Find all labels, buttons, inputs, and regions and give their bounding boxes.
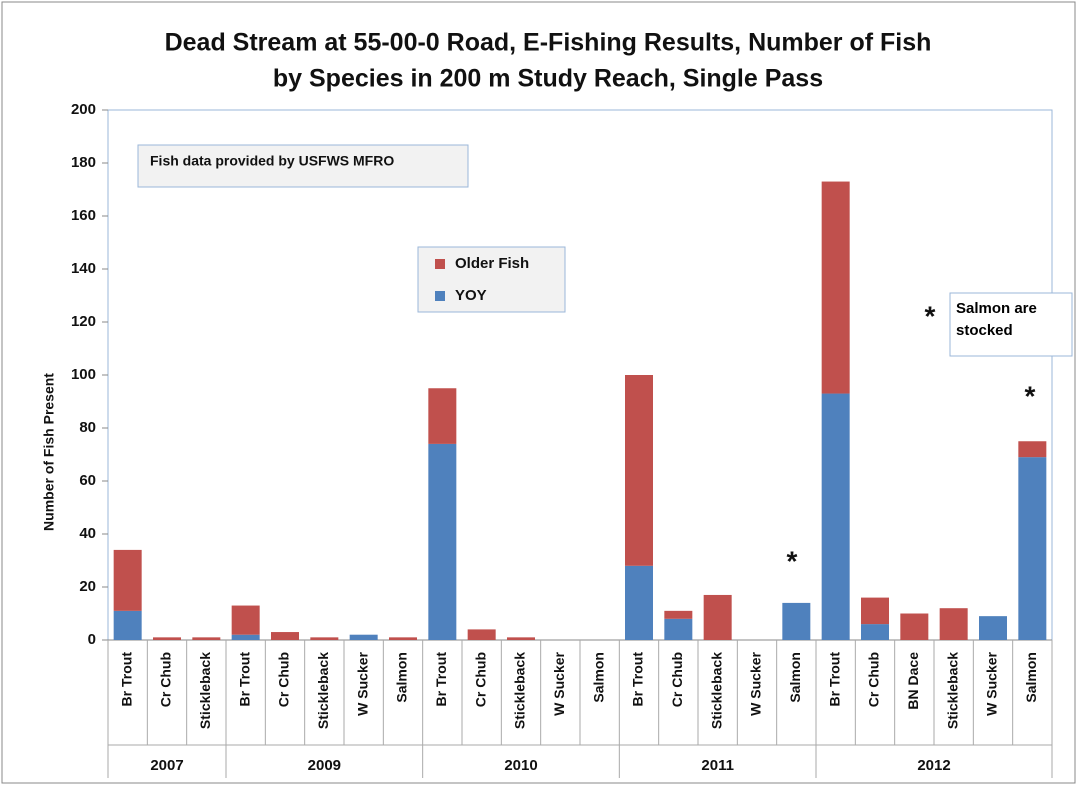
bar-segment: [153, 637, 181, 640]
bar-segment: [821, 181, 850, 394]
bar-segment: [349, 634, 378, 640]
bar-segment: [192, 637, 221, 640]
bar-segment: [861, 624, 889, 640]
x-tick-label: Br Trout: [826, 652, 842, 707]
bar-segment: [821, 393, 850, 640]
bar-segment: [625, 375, 653, 566]
bar-segment: [113, 610, 142, 640]
note-box: [137, 144, 469, 188]
group-label: 2010: [504, 757, 537, 774]
bar-segment: [1018, 457, 1047, 640]
bar-segment: [231, 605, 260, 635]
bar-segment: [625, 565, 653, 640]
y-tick-label: 20: [79, 578, 96, 595]
bar-segment: [113, 549, 142, 611]
group-label: 2009: [308, 757, 341, 774]
x-tick-label: W Sucker: [551, 651, 567, 715]
x-tick-label: Salmon: [787, 652, 803, 703]
y-tick-label: 120: [71, 313, 96, 330]
x-tick-label: Salmon: [394, 652, 410, 703]
y-tick-label: 40: [79, 525, 96, 542]
legend-label: YOY: [455, 287, 487, 304]
x-tick-label: Salmon: [1023, 652, 1039, 703]
bar-segment: [507, 637, 535, 640]
legend-swatch: [435, 291, 445, 301]
y-tick-label: 100: [71, 366, 96, 383]
x-tick-label: Br Trout: [118, 652, 134, 707]
y-tick-label: 80: [79, 419, 96, 436]
x-tick-label: Br Trout: [630, 652, 646, 707]
bar-segment: [467, 629, 496, 640]
x-tick-label: Stickleback: [315, 652, 331, 729]
x-tick-label: Stickleback: [512, 652, 528, 729]
chart-title: by Species in 200 m Study Reach, Single …: [273, 65, 823, 93]
y-tick-label: 0: [88, 631, 96, 648]
legend-box: [417, 246, 566, 313]
asterisk: *: [925, 300, 936, 331]
bar-segment: [979, 616, 1007, 640]
x-tick-label: W Sucker: [984, 651, 1000, 715]
bar-segment: [428, 388, 457, 444]
note-box: [949, 292, 1073, 357]
bar-segment: [271, 632, 299, 640]
group-label: 2007: [150, 757, 183, 774]
annotation-wrap: Salmon are stocked: [956, 300, 1037, 339]
bar-segment: [1018, 441, 1047, 458]
y-tick-label: 160: [71, 207, 96, 224]
x-tick-label: Cr Chub: [669, 652, 685, 707]
y-tick-label: 200: [71, 101, 96, 118]
bar-segment: [939, 608, 968, 640]
x-tick-label: Br Trout: [433, 652, 449, 707]
y-tick-label: 60: [79, 472, 96, 489]
bar-segment: [861, 597, 889, 625]
x-tick-label: Stickleback: [944, 652, 960, 729]
x-tick-label: Stickleback: [708, 652, 724, 729]
asterisk: *: [787, 545, 798, 576]
x-tick-label: Cr Chub: [276, 652, 292, 707]
group-label: 2012: [917, 757, 950, 774]
legend-swatch: [435, 259, 445, 269]
x-tick-label: Cr Chub: [158, 652, 174, 707]
bar-segment: [900, 613, 929, 640]
y-tick-label: 140: [71, 260, 96, 277]
y-axis-title: Number of Fish Present: [41, 373, 57, 531]
y-tick-label: 180: [71, 154, 96, 171]
legend-label: Older Fish: [455, 255, 529, 272]
x-tick-label: Stickleback: [197, 652, 213, 729]
bar-segment: [703, 594, 732, 640]
bar-segment: [389, 637, 417, 640]
x-tick-label: Cr Chub: [472, 652, 488, 707]
bar-segment: [664, 610, 693, 619]
bar-segment: [231, 634, 260, 640]
annotation: Fish data provided by USFWS MFRO: [150, 153, 394, 169]
x-tick-label: W Sucker: [354, 651, 370, 715]
group-label: 2011: [701, 757, 734, 774]
x-tick-label: Cr Chub: [866, 652, 882, 707]
bar-segment: [664, 618, 693, 640]
annotation: Salmon are stocked: [956, 300, 1037, 339]
asterisk: *: [1025, 380, 1036, 411]
x-tick-label: Br Trout: [236, 652, 252, 707]
chart-title: Dead Stream at 55-00-0 Road, E-Fishing R…: [165, 29, 932, 57]
x-tick-label: BN Dace: [905, 652, 921, 710]
bar-segment: [428, 443, 457, 640]
x-tick-label: W Sucker: [748, 651, 764, 715]
x-tick-label: Salmon: [590, 652, 606, 703]
bar-segment: [782, 602, 811, 640]
bar-segment: [310, 637, 339, 640]
